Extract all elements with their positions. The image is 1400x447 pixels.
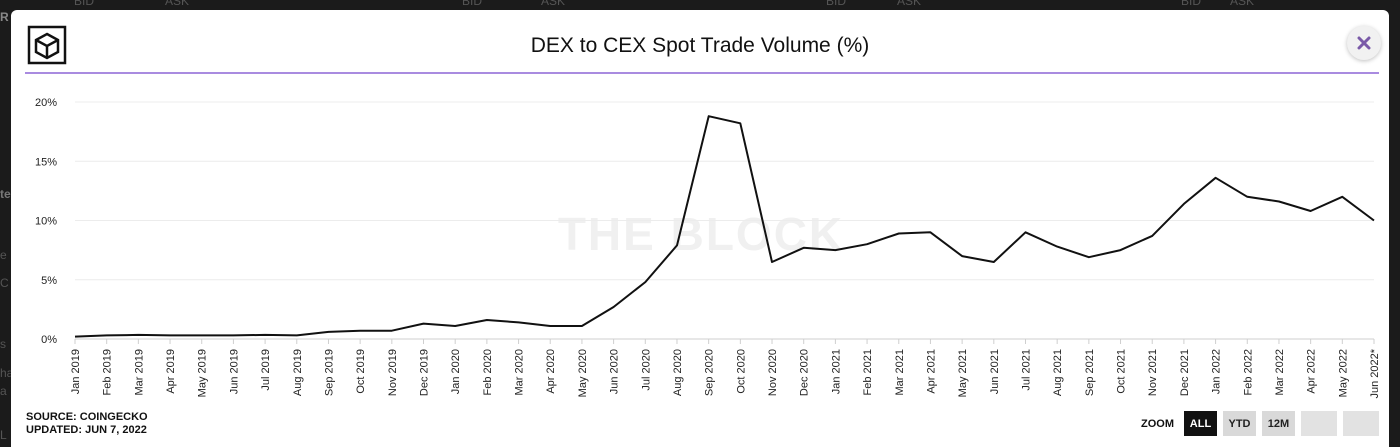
x-tick-label: Jan 2020	[450, 349, 462, 394]
x-tick-label: Feb 2021	[862, 349, 874, 395]
x-tick-label: Aug 2021	[1052, 349, 1064, 396]
x-tick-label: Jul 2019	[260, 349, 272, 391]
x-tick-label: Jun 2019	[228, 349, 240, 394]
x-tick-label: Dec 2021	[1179, 349, 1191, 396]
x-tick-label: Apr 2021	[925, 349, 937, 394]
bg-fragment: te	[0, 187, 11, 201]
bg-fragment: C	[0, 276, 9, 290]
y-tick-label: 5%	[41, 275, 57, 287]
x-tick-label: May 2019	[197, 349, 209, 397]
y-tick-label: 20%	[35, 97, 57, 109]
x-tick-label: Jun 2021	[989, 349, 1001, 394]
updated-text: UPDATED: JUN 7, 2022	[26, 424, 147, 436]
line-chart: THE BLOCK 0% 5% 10% 15% 20% Jan 2019 Feb 2019 Ma…	[35, 97, 1381, 399]
bg-fragment: e	[0, 248, 7, 262]
x-tick-label: May 2022	[1337, 349, 1349, 397]
x-tick-label: Mar 2021	[894, 349, 906, 395]
y-tick-label: 10%	[35, 216, 57, 228]
close-icon	[1357, 36, 1371, 50]
x-tick-label: Nov 2021	[1147, 349, 1159, 396]
y-tick-label: 0%	[41, 334, 57, 346]
x-tick-label: Jun 2022*	[1369, 348, 1381, 398]
y-tick-label: 15%	[35, 156, 57, 168]
x-tick-label: Aug 2020	[672, 349, 684, 396]
x-tick-label: Apr 2019	[165, 349, 177, 394]
title-divider	[25, 72, 1379, 74]
x-tick-label: Nov 2019	[387, 349, 399, 396]
bg-fragment: ha	[0, 366, 14, 380]
x-tick-label: Dec 2020	[799, 349, 811, 396]
zoom-extra-button[interactable]	[1343, 411, 1379, 436]
x-tick-label: Mar 2020	[514, 349, 526, 395]
bg-strip-text: BID	[1181, 0, 1202, 8]
x-tick-label: May 2020	[577, 349, 589, 397]
x-tick-label: Oct 2020	[735, 349, 747, 394]
zoom-12m-button[interactable]: 12M	[1262, 411, 1295, 436]
x-tick-label: Feb 2020	[482, 349, 494, 395]
cube-logo-icon	[27, 25, 67, 65]
x-tick-label: Jun 2020	[609, 349, 621, 394]
x-tick-label: Jul 2020	[640, 349, 652, 391]
chart-modal: DEX to CEX Spot Trade Volume (%) THE BLO…	[11, 10, 1389, 447]
x-tick-label: Nov 2020	[767, 349, 779, 396]
bg-strip-text: BID	[826, 0, 847, 8]
x-tick-label: Jan 2019	[70, 349, 82, 394]
x-tick-label: Jan 2021	[830, 349, 842, 394]
chart-footer: SOURCE: COINGECKO UPDATED: JUN 7, 2022	[26, 411, 148, 437]
bg-strip-text: BID	[74, 0, 95, 8]
bg-fragment: s	[0, 337, 6, 351]
x-tick-label: May 2021	[957, 349, 969, 397]
x-tick-label: Sep 2020	[704, 349, 716, 396]
zoom-all-button[interactable]: ALL	[1184, 411, 1217, 436]
zoom-extra-button[interactable]	[1301, 411, 1337, 436]
x-tick-label: Feb 2022	[1242, 349, 1254, 395]
zoom-label: ZOOM	[1141, 417, 1174, 430]
x-tick-label: Feb 2019	[102, 349, 114, 395]
x-tick-label: Dec 2019	[419, 349, 431, 396]
close-button[interactable]	[1347, 26, 1381, 60]
x-tick-label: Mar 2022	[1274, 349, 1286, 395]
bg-fragment: a	[0, 384, 7, 398]
x-tick-label: Mar 2019	[133, 349, 145, 395]
watermark-text: THE BLOCK	[558, 208, 844, 260]
x-tick-label: Sep 2019	[323, 349, 335, 396]
x-tick-label: Aug 2019	[292, 349, 304, 396]
x-tick-label: Jul 2021	[1020, 349, 1032, 391]
bg-strip-text: BID	[462, 0, 483, 8]
bg-fragment: R	[0, 10, 9, 24]
x-tick-label: Sep 2021	[1084, 349, 1096, 396]
zoom-controls: ZOOM ALL YTD 12M	[1141, 411, 1379, 436]
series-line	[74, 115, 1375, 338]
x-tick-label: Oct 2021	[1116, 349, 1128, 394]
x-tick-label: Jan 2022	[1211, 349, 1223, 394]
chart-title: DEX to CEX Spot Trade Volume (%)	[530, 34, 870, 57]
source-text: SOURCE: COINGECKO	[26, 411, 148, 423]
bg-strip-text: ASK	[1230, 0, 1255, 8]
zoom-ytd-button[interactable]: YTD	[1223, 411, 1256, 436]
x-tick-label: Oct 2019	[355, 349, 367, 394]
bg-strip-text: ASK	[541, 0, 566, 8]
x-tick-label: Apr 2020	[545, 349, 557, 394]
bg-fragment: L	[0, 428, 7, 442]
bg-strip-text: ASK	[165, 0, 190, 8]
x-tick-label: Apr 2022	[1306, 349, 1318, 394]
bg-strip-text: ASK	[897, 0, 922, 8]
